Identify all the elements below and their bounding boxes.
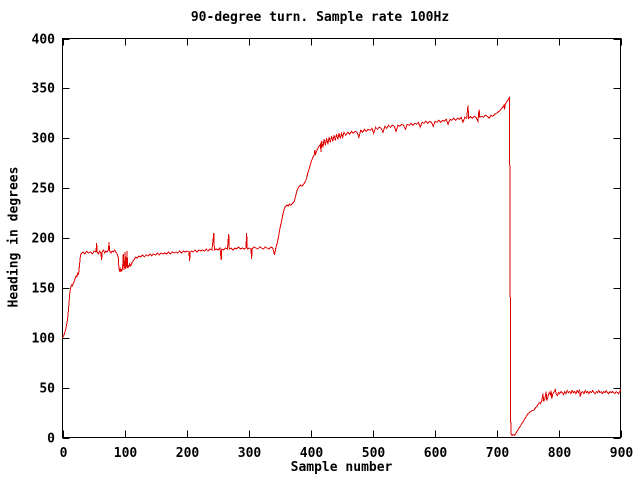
y-tick-label: 50: [39, 382, 55, 397]
y-tick-label: 250: [32, 182, 56, 197]
heading-series-line: [62, 95, 621, 437]
x-tick-label: 200: [176, 446, 200, 461]
x-tick-label: 0: [60, 446, 68, 461]
x-tick-label: 100: [114, 446, 138, 461]
y-tick-label: 0: [47, 432, 55, 447]
y-axis-label: Heading in degrees: [6, 166, 22, 308]
chart-title: 90-degree turn. Sample rate 100Hz: [190, 10, 450, 25]
x-tick-label: 500: [362, 446, 386, 461]
x-tick-label: 600: [424, 446, 448, 461]
y-tick-label: 300: [32, 132, 56, 147]
x-tick-label: 800: [548, 446, 572, 461]
y-tick-label: 200: [32, 232, 56, 247]
x-axis-label: Sample number: [290, 460, 393, 475]
x-tick-label: 700: [486, 446, 510, 461]
x-tick-label: 900: [610, 446, 634, 461]
y-tick-label: 150: [32, 282, 56, 297]
x-tick-label: 400: [300, 446, 324, 461]
y-tick-label: 100: [32, 332, 56, 347]
plot-border: [62, 38, 621, 438]
x-tick-label: 300: [238, 446, 262, 461]
y-tick-label: 400: [32, 33, 56, 48]
y-tick-label: 350: [32, 82, 56, 97]
